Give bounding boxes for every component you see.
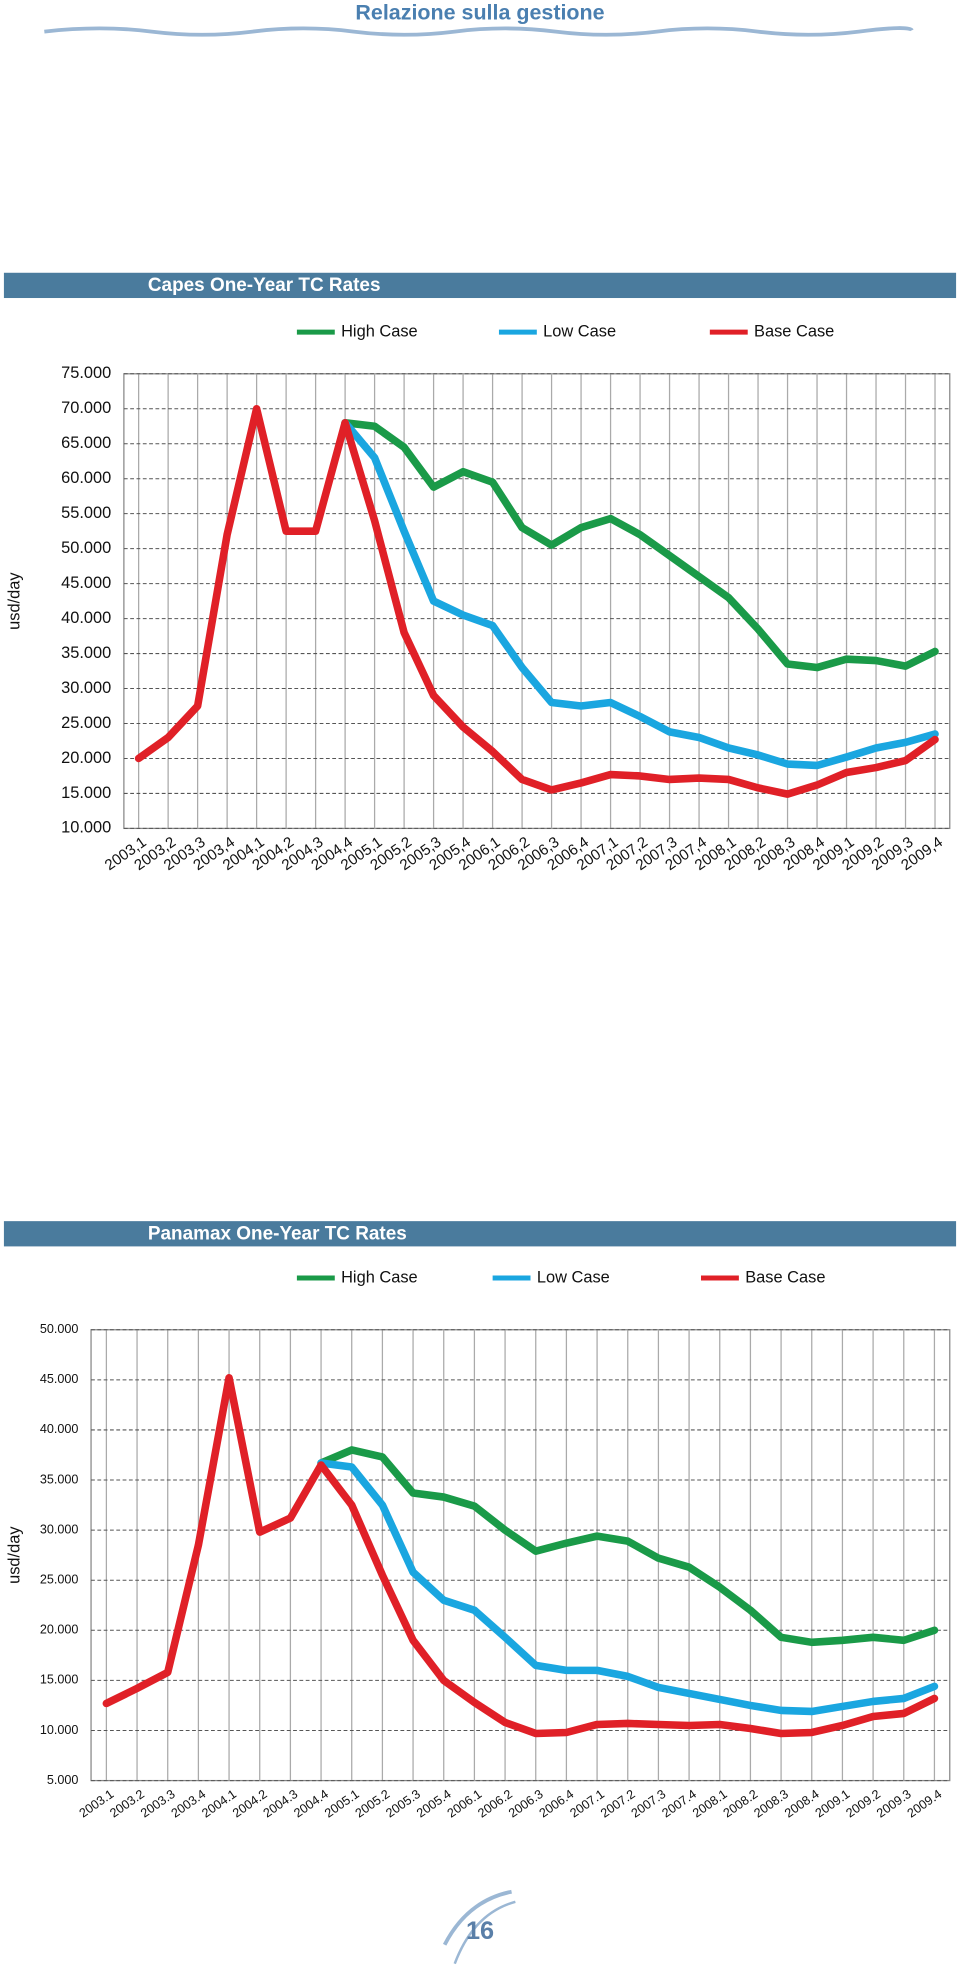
series-line (317, 1446, 939, 1647)
y-tick-label: 30.000 (40, 1522, 79, 1536)
y-tick-label: 70.000 (61, 399, 111, 417)
legend-label: Low Case (537, 1268, 610, 1286)
header-title: Relazione sulla gestione (355, 1, 604, 25)
y-tick-label: 10.000 (40, 1723, 79, 1737)
y-tick-label: 40.000 (40, 1422, 79, 1436)
page-logo (442, 1889, 516, 1965)
y-tick-label: 55.000 (61, 504, 111, 522)
y-tick-label: 20.000 (40, 1623, 79, 1637)
x-tick-label: 2009.4 (905, 1787, 945, 1821)
y-axis-label: usd/day (6, 1526, 24, 1584)
y-tick-label: 60.000 (61, 469, 111, 487)
y-tick-label: 45.000 (40, 1372, 79, 1386)
chart-title-bar (3, 272, 957, 299)
y-axis-label: usd/day (6, 572, 24, 630)
y-tick-label: 20.000 (61, 749, 111, 767)
y-tick-label: 30.000 (61, 679, 111, 697)
series-line (134, 404, 939, 798)
y-tick-label: 35.000 (61, 644, 111, 662)
y-tick-label: 35.000 (40, 1472, 79, 1486)
page-number: 16 (466, 1917, 494, 1945)
legend-label: High Case (341, 322, 418, 340)
legend-label: High Case (341, 1268, 418, 1286)
y-tick-label: 50.000 (40, 1322, 79, 1336)
series-line (317, 1459, 939, 1716)
legend-label: Base Case (754, 322, 834, 340)
y-tick-label: 25.000 (61, 714, 111, 732)
y-tick-label: 65.000 (61, 434, 111, 452)
chart-title: Capes One-Year TC Rates (148, 275, 381, 296)
y-tick-label: 45.000 (61, 574, 111, 592)
y-tick-label: 10.000 (61, 819, 111, 837)
y-tick-label: 5.000 (47, 1773, 79, 1787)
series-line (102, 1374, 939, 1738)
chart-title: Panamax One-Year TC Rates (148, 1223, 407, 1244)
legend-label: Base Case (745, 1268, 825, 1286)
y-tick-label: 40.000 (61, 609, 111, 627)
y-tick-label: 15.000 (61, 784, 111, 802)
y-tick-label: 25.000 (40, 1573, 79, 1587)
series-line (341, 418, 939, 672)
header-wave (44, 26, 914, 37)
chart-title-bar (3, 1221, 957, 1247)
plot-area (123, 373, 951, 830)
y-tick-label: 15.000 (40, 1673, 79, 1687)
legend-label: Low Case (543, 322, 616, 340)
y-tick-label: 50.000 (61, 539, 111, 557)
series-line (341, 418, 939, 770)
y-tick-label: 75.000 (61, 364, 111, 382)
